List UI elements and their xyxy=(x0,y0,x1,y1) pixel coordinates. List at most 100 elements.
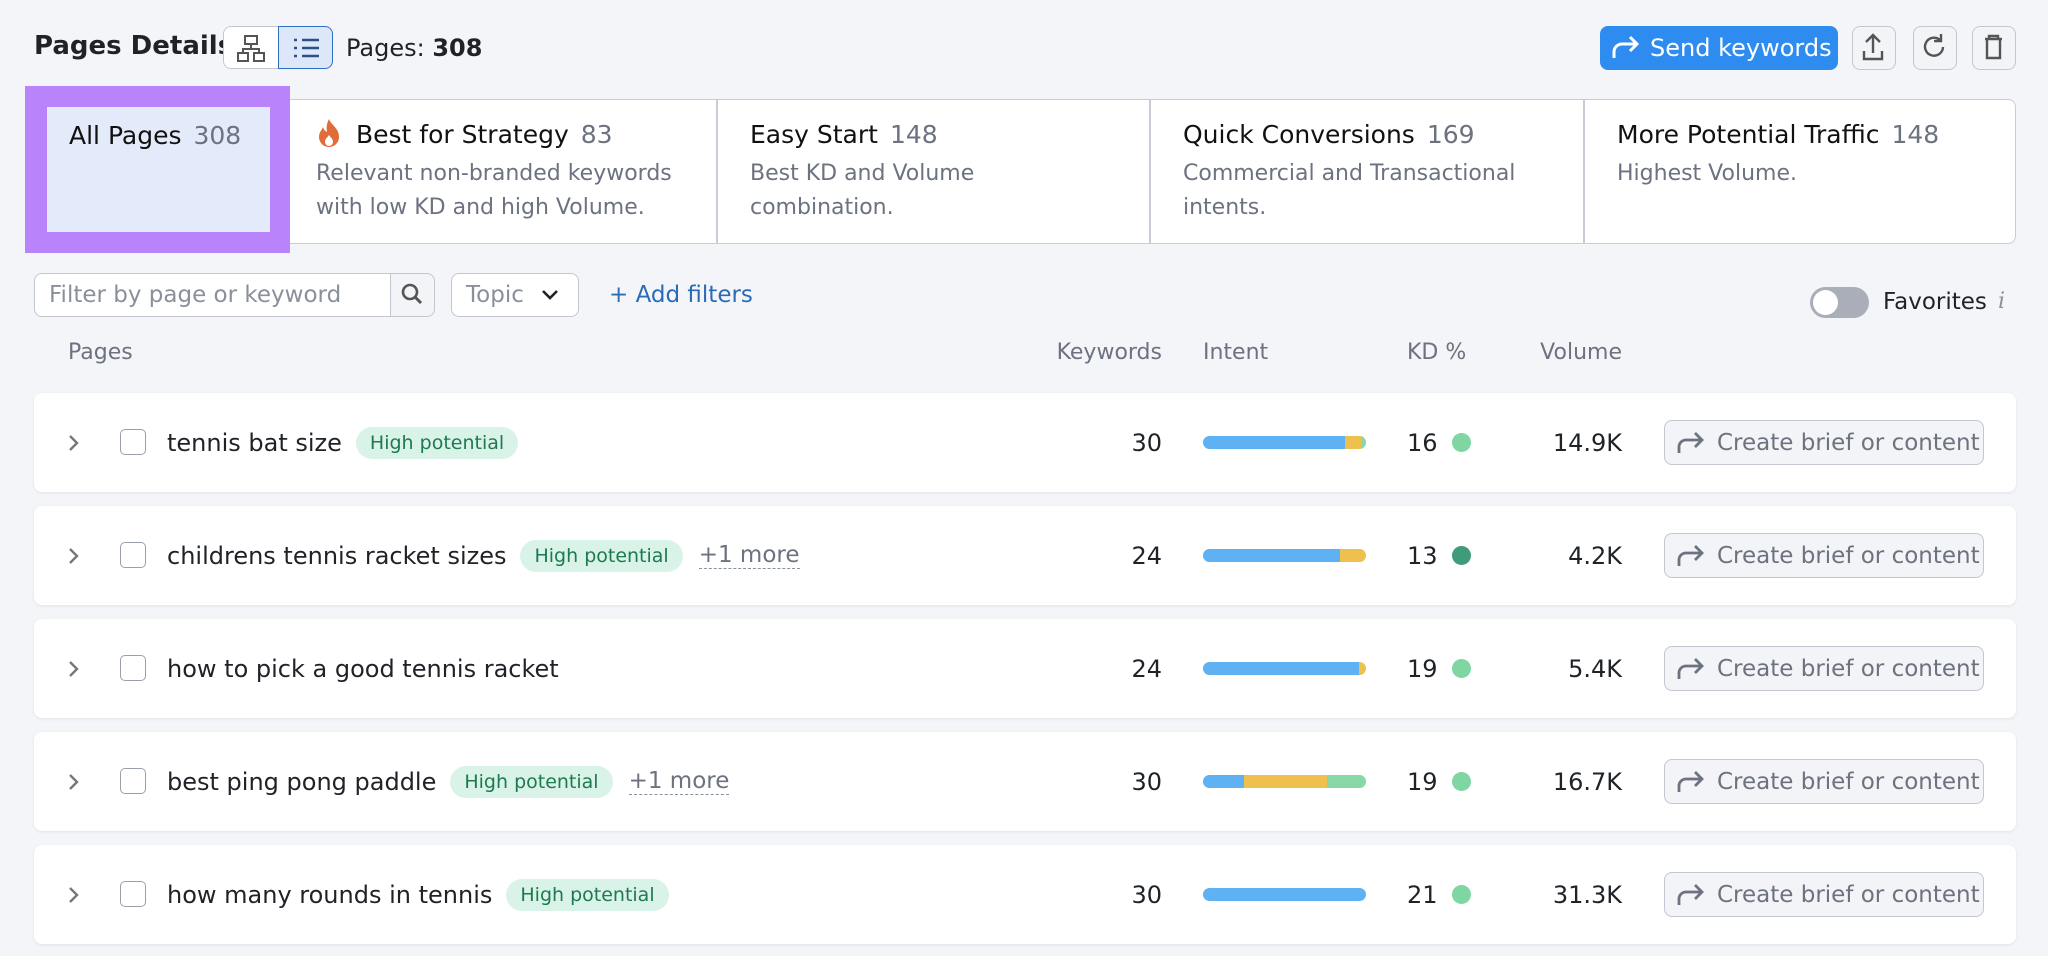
refresh-icon xyxy=(1923,34,1945,57)
kd-dot xyxy=(1451,659,1471,678)
page-name[interactable]: tennis bat size xyxy=(167,428,342,457)
pages-count: Pages: 308 xyxy=(346,34,482,62)
tab-count: 148 xyxy=(1891,120,1940,149)
tree-view-button[interactable] xyxy=(223,26,279,69)
tab-count: 308 xyxy=(193,121,242,150)
filter-placeholder: Filter by page or keyword xyxy=(49,282,342,308)
potential-tag: High potential xyxy=(450,765,613,798)
list-view-button[interactable] xyxy=(278,26,333,69)
page-title: Pages Details xyxy=(34,31,234,61)
pages-value: 308 xyxy=(432,34,483,62)
volume-value: 4.2K xyxy=(1568,541,1622,570)
intent-segment xyxy=(1203,436,1345,449)
kd-value: 19 xyxy=(1407,767,1438,796)
pages-label: Pages: xyxy=(346,34,425,62)
send-keywords-button[interactable]: Send keywords xyxy=(1600,26,1838,70)
tab-all-pages[interactable]: All Pages 308 xyxy=(47,107,270,232)
create-brief-label: Create brief or content xyxy=(1717,768,1980,795)
send-keywords-label: Send keywords xyxy=(1650,34,1832,62)
tab-more-potential-traffic[interactable]: More Potential Traffic 148 Highest Volume… xyxy=(1584,99,2016,244)
create-brief-button[interactable]: Create brief or content xyxy=(1664,872,1984,917)
expand-chevron[interactable] xyxy=(64,619,94,718)
create-brief-button[interactable]: Create brief or content xyxy=(1664,420,1984,465)
column-header: Pages xyxy=(68,340,133,365)
row-checkbox[interactable] xyxy=(120,881,146,907)
keywords-count: 30 xyxy=(1131,767,1162,796)
intent-segment xyxy=(1203,549,1340,562)
create-brief-button[interactable]: Create brief or content xyxy=(1664,759,1984,804)
row-checkbox[interactable] xyxy=(120,655,146,681)
more-link[interactable]: +1 more xyxy=(698,542,800,569)
export-icon xyxy=(1862,33,1884,61)
delete-button[interactable] xyxy=(1972,26,2016,70)
list-icon xyxy=(294,38,319,58)
tab-title: Easy Start 148 xyxy=(750,120,938,149)
page-name[interactable]: childrens tennis racket sizes xyxy=(167,541,507,570)
page-row: how to pick a good tennis racket 24 19 5.4K… xyxy=(34,619,2016,718)
create-brief-label: Create brief or content xyxy=(1717,655,1980,682)
search-button[interactable] xyxy=(390,273,435,317)
export-button[interactable] xyxy=(1852,26,1896,70)
page-name[interactable]: how to pick a good tennis racket xyxy=(167,654,559,683)
share-icon xyxy=(1677,657,1704,679)
expand-chevron[interactable] xyxy=(64,393,94,492)
tab-count: 83 xyxy=(580,120,613,149)
intent-bar xyxy=(1203,549,1366,562)
intent-bar xyxy=(1203,436,1366,449)
search-icon xyxy=(401,283,423,305)
tab-easy-start[interactable]: Easy Start 148 Best KD and Volume combina… xyxy=(717,99,1149,244)
tab-count: 148 xyxy=(889,120,938,149)
refresh-button[interactable] xyxy=(1913,26,1957,70)
page-name[interactable]: how many rounds in tennis xyxy=(167,880,493,909)
potential-tag: High potential xyxy=(355,426,519,459)
kd-value: 21 xyxy=(1407,880,1438,909)
row-checkbox[interactable] xyxy=(120,768,146,794)
tab-divider xyxy=(1583,99,1585,244)
chevron-icon xyxy=(69,886,79,903)
filter-input[interactable]: Filter by page or keyword xyxy=(34,273,391,317)
page-cell: how to pick a good tennis racket xyxy=(167,619,559,718)
kd-value: 16 xyxy=(1407,428,1438,457)
delete-icon xyxy=(1985,34,2002,60)
create-brief-button[interactable]: Create brief or content xyxy=(1664,533,1984,578)
tree-icon xyxy=(237,35,265,62)
tab-count: 169 xyxy=(1426,120,1475,149)
expand-chevron[interactable] xyxy=(64,732,94,831)
keywords-count: 24 xyxy=(1131,541,1162,570)
expand-chevron[interactable] xyxy=(64,506,94,605)
keywords-count: 30 xyxy=(1131,880,1162,909)
keywords-count: 24 xyxy=(1131,654,1162,683)
create-brief-button[interactable]: Create brief or content xyxy=(1664,646,1984,691)
row-checkbox[interactable] xyxy=(120,429,146,455)
page-row: tennis bat size High potential 30 16 14.9K Cr… xyxy=(34,393,2016,492)
column-header: Intent xyxy=(1203,340,1269,365)
keywords-count: 30 xyxy=(1131,428,1162,457)
tab-description: Best KD and Volume combination. xyxy=(750,161,975,220)
volume-value: 31.3K xyxy=(1552,880,1622,909)
tab-quick-conversions[interactable]: Quick Conversions 169 Commercial and Tran… xyxy=(1150,99,1583,244)
page-name[interactable]: best ping pong paddle xyxy=(167,767,437,796)
topic-dropdown[interactable]: Topic xyxy=(451,273,579,317)
tab-name: Easy Start xyxy=(750,120,878,149)
kd-cell: 19 xyxy=(1407,619,1471,718)
tab-title: Quick Conversions 169 xyxy=(1183,120,1475,149)
add-filters-link[interactable]: + Add filters xyxy=(609,282,753,308)
intent-segment xyxy=(1339,549,1366,562)
kd-dot xyxy=(1451,885,1471,904)
tab-best-for-strategy[interactable]: Best for Strategy 83 Relevant non-branded… xyxy=(290,99,716,244)
kd-cell: 21 xyxy=(1407,845,1471,944)
intent-segment xyxy=(1344,436,1362,449)
more-link[interactable]: +1 more xyxy=(628,768,730,795)
volume-value: 5.4K xyxy=(1568,654,1622,683)
page-row: best ping pong paddle High potential +1 mo… xyxy=(34,732,2016,831)
info-icon[interactable]: i xyxy=(1998,289,2006,314)
chevron-icon xyxy=(69,660,79,677)
volume-value: 16.7K xyxy=(1552,767,1622,796)
row-checkbox[interactable] xyxy=(120,542,146,568)
expand-chevron[interactable] xyxy=(64,845,94,944)
potential-tag: High potential xyxy=(506,878,669,911)
intent-bar xyxy=(1203,662,1366,675)
favorites-toggle[interactable] xyxy=(1810,287,1869,318)
tab-divider xyxy=(1149,99,1151,244)
